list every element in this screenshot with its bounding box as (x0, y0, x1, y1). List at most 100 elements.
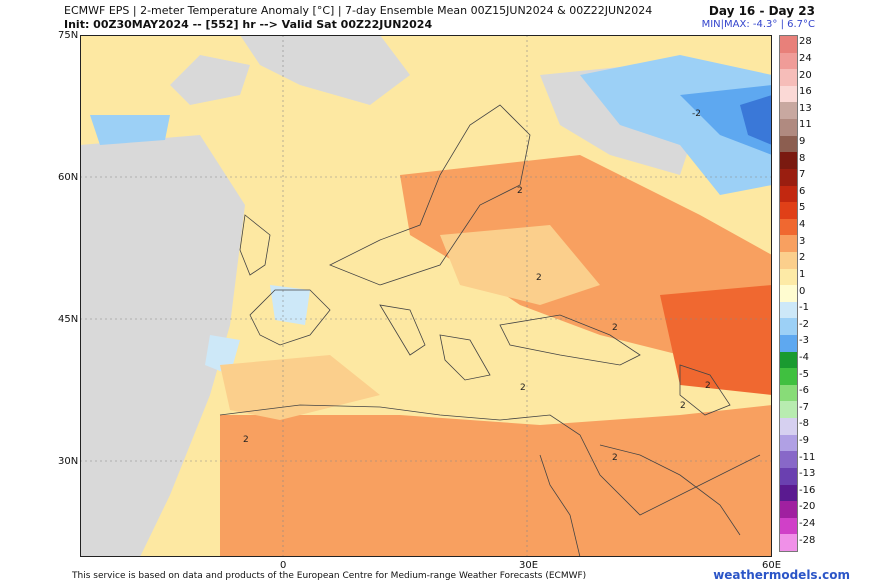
legend-swatch (780, 119, 797, 137)
legend-label: 20 (799, 69, 812, 81)
legend-label: 6 (799, 185, 806, 197)
legend-label: -16 (799, 484, 816, 496)
legend-swatch (780, 301, 797, 319)
legend-swatch (780, 484, 797, 502)
legend-label: -1 (799, 302, 809, 314)
atlantic-ocean (80, 135, 245, 557)
cold-anomaly-north-russia (580, 55, 772, 195)
warm-anomaly-north-africa-mideast (220, 405, 772, 557)
contour-label: 2 (243, 435, 249, 445)
legend-swatch (780, 401, 797, 419)
contour-label: 2 (517, 186, 523, 196)
legend-label: 16 (799, 86, 812, 98)
legend-swatch (780, 36, 797, 54)
legend-label: -11 (799, 451, 816, 463)
legend-swatch (780, 102, 797, 120)
legend-label: 13 (799, 102, 812, 114)
legend-swatch (780, 517, 797, 535)
warm-anomaly-balkans (440, 225, 600, 305)
legend-swatch (780, 351, 797, 369)
graticule (80, 35, 772, 557)
legend-swatch (780, 152, 797, 170)
legend-swatch (780, 384, 797, 402)
lat-label-45n: 45N (58, 314, 79, 325)
contour-label: 2 (680, 401, 686, 411)
cold-anomaly-bay-biscay (270, 285, 310, 325)
legend-label: -4 (799, 351, 809, 363)
lon-label-30e: 30E (519, 560, 539, 571)
legend-label: 2 (799, 252, 806, 264)
legend-label: -24 (799, 518, 816, 530)
legend-label: -13 (799, 468, 816, 480)
contour-label: 2 (520, 383, 526, 393)
lat-label-75n: 75N (58, 30, 79, 41)
legend-swatch (780, 135, 797, 153)
contour-label: 2 (536, 273, 542, 283)
legend-label: 1 (799, 268, 806, 280)
legend-swatch (780, 501, 797, 519)
product-title: ECMWF EPS | 2-meter Temperature Anomaly … (64, 4, 653, 17)
norwegian-sea (240, 35, 410, 105)
legend-label: 9 (799, 135, 806, 147)
legend-swatch (780, 534, 797, 552)
anomaly-map: 2 2 2 2 2 2 2 2 -2 (80, 35, 772, 557)
cold-core-deep (740, 95, 772, 145)
color-legend (779, 35, 798, 552)
map-frame (80, 35, 772, 557)
legend-label: 3 (799, 235, 806, 247)
legend-label: 8 (799, 152, 806, 164)
legend-swatch (780, 434, 797, 452)
legend-label: -6 (799, 385, 809, 397)
legend-label: 24 (799, 52, 812, 64)
contour-label: -2 (692, 109, 701, 119)
legend-swatch (780, 251, 797, 270)
legend-swatch (780, 418, 797, 436)
legend-label: -2 (799, 318, 809, 330)
header-right: Day 16 - Day 23 MIN|MAX: -4.3° | 6.7°C (702, 4, 815, 32)
legend-swatch (780, 467, 797, 486)
init-valid-line: Init: 00Z30MAY2024 -- [552] hr --> Valid… (64, 18, 433, 31)
cold-anomaly-greenland (90, 115, 170, 145)
legend-label: -28 (799, 534, 816, 546)
legend-label: -5 (799, 368, 809, 380)
legend-label: 7 (799, 169, 806, 181)
legend-swatch (780, 52, 797, 70)
day-range: Day 16 - Day 23 (708, 4, 815, 18)
legend-label: 4 (799, 219, 806, 231)
legend-swatch (780, 69, 797, 87)
legend-swatch (780, 368, 797, 386)
legend-label: -7 (799, 401, 809, 413)
legend-swatch (780, 85, 797, 103)
legend-label: 5 (799, 202, 806, 214)
footer-attribution: This service is based on data and produc… (72, 571, 587, 581)
contour-label: 2 (612, 323, 618, 333)
legend-swatch (780, 318, 797, 336)
legend-label: -9 (799, 435, 809, 447)
contour-label: 2 (612, 453, 618, 463)
min-max-readout: MIN|MAX: -4.3° | 6.7°C (701, 19, 815, 30)
brand-link[interactable]: weathermodels.com (713, 568, 850, 582)
chart-header: ECMWF EPS | 2-meter Temperature Anomaly … (64, 4, 652, 32)
legend-swatch (780, 218, 797, 236)
legend-swatch (780, 268, 797, 286)
lon-label-60e: 60E (762, 560, 782, 571)
legend-swatch (780, 451, 797, 469)
legend-label: 0 (799, 285, 806, 297)
warm-anomaly-north-africa-coast (220, 355, 380, 420)
legend-swatch (780, 168, 797, 186)
legend-label: 11 (799, 119, 812, 131)
lon-label-0: 0 (280, 560, 287, 571)
legend-label: -20 (799, 501, 816, 513)
contour-label: 2 (705, 381, 711, 391)
lat-label-60n: 60N (58, 172, 79, 183)
north-atlantic-gray (170, 55, 250, 105)
legend-swatch (780, 335, 797, 353)
lat-label-30n: 30N (58, 456, 79, 467)
legend-label: -3 (799, 335, 809, 347)
legend-label: 28 (799, 36, 812, 48)
coastlines (219, 104, 761, 557)
contour-labels: 2 2 2 2 2 2 2 2 -2 (243, 109, 711, 463)
legend-swatch (780, 235, 797, 253)
legend-label: -8 (799, 418, 809, 430)
legend-swatch (780, 285, 797, 303)
